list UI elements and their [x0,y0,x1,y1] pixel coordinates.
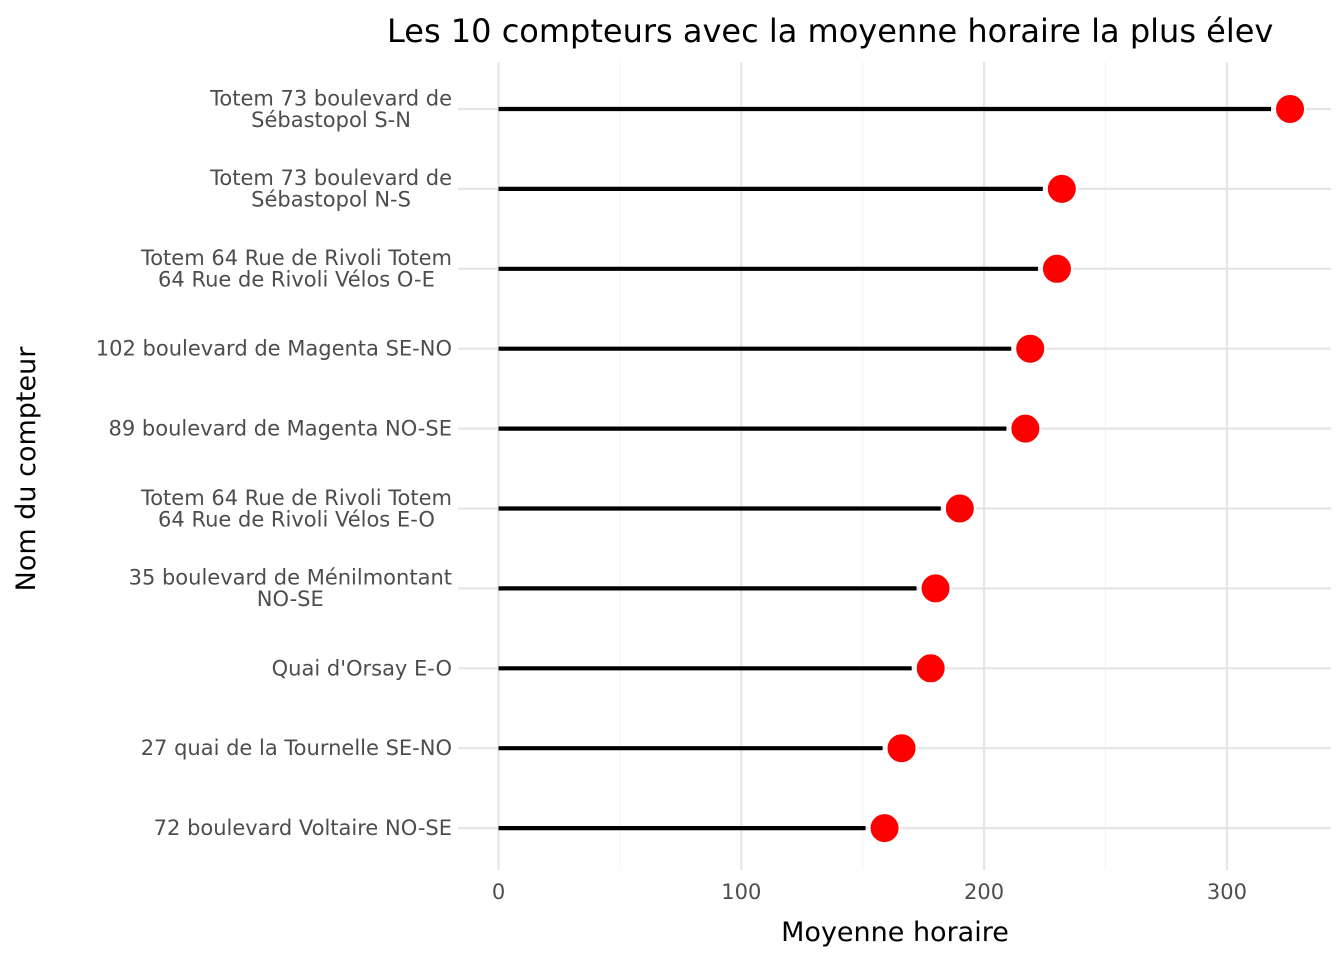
lollipop-point [1040,252,1073,285]
category-label-line: 64 Rue de Rivoli Vélos O-E [158,268,435,292]
lollipop-point [885,732,918,765]
category-label-line: 72 boulevard Voltaire NO-SE [154,816,452,840]
category-label-line: Totem 64 Rue de Rivoli Totem [140,246,452,270]
category-label-line: Totem 73 boulevard de [209,86,452,110]
x-axis-title: Moyenne horaire [781,917,1009,948]
category-label-line: 35 boulevard de Ménilmontant [129,566,452,590]
x-tick-label: 100 [721,880,761,904]
category-label-line: 102 boulevard de Magenta SE-NO [96,337,452,361]
y-axis-title: Nom du compteur [11,346,42,592]
x-tick-label: 0 [492,880,505,904]
lollipop-point [914,652,947,685]
category-label-line: Sébastopol N-S [251,188,411,212]
category-label-line: Sébastopol S-N [251,108,411,132]
lollipop-point [1009,412,1042,445]
category-label-line: Totem 64 Rue de Rivoli Totem [140,486,452,510]
category-label: 102 boulevard de Magenta SE-NO [96,337,452,361]
category-label-line: 64 Rue de Rivoli Vélos E-O [158,507,435,531]
category-label-line: 27 quai de la Tournelle SE-NO [141,736,452,760]
marks-layer [498,93,1307,845]
category-label: 27 quai de la Tournelle SE-NO [141,736,452,760]
category-label-line: Totem 73 boulevard de [209,166,452,190]
category-label: Quai d'Orsay E-O [272,656,452,680]
lollipop-point [943,492,976,525]
chart-title: Les 10 compteurs avec la moyenne horaire… [387,12,1273,50]
x-tick-label: 300 [1207,880,1247,904]
lollipop-point [1045,172,1078,205]
lollipop-point [919,572,952,605]
category-label-line: NO-SE [257,587,324,611]
category-label: 72 boulevard Voltaire NO-SE [154,816,452,840]
lollipop-point [868,812,901,845]
category-label-line: 89 boulevard de Magenta NO-SE [109,417,452,441]
lollipop-point [1014,332,1047,365]
lollipop-point [1274,93,1307,125]
x-tick-label: 200 [964,880,1004,904]
category-label: 89 boulevard de Magenta NO-SE [109,417,452,441]
category-label-line: Quai d'Orsay E-O [272,656,452,680]
